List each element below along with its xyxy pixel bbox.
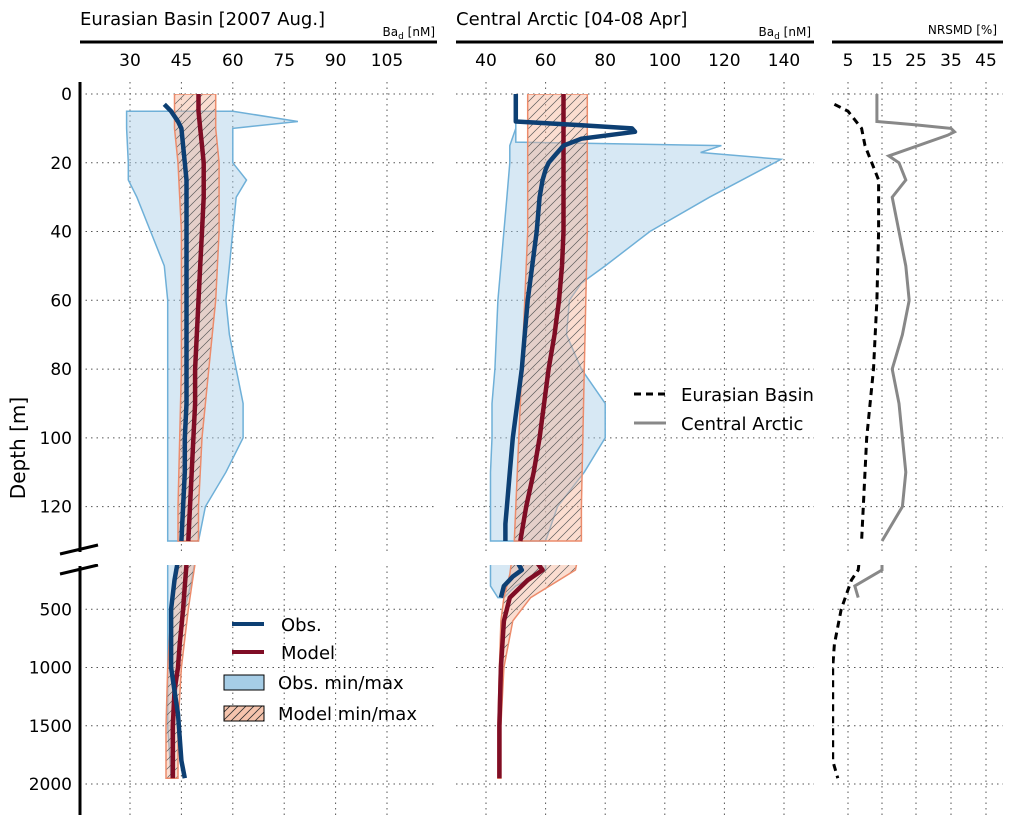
x-tick-label-nrsmd: 45 xyxy=(975,51,997,71)
legend-right: Eurasian Basin Central Arctic xyxy=(634,385,814,435)
x-tick-label-eurasian: 30 xyxy=(119,51,141,71)
unit-label-central: Bad [nM] xyxy=(759,25,811,42)
x-tick-label-central: 120 xyxy=(708,51,740,71)
unit-label-eurasian: Bad [nM] xyxy=(383,25,435,42)
model-line xyxy=(497,565,545,779)
panel-nrsmd-lower xyxy=(832,565,884,779)
x-tick-label-nrsmd: 35 xyxy=(940,51,962,71)
legend-model-label: Model xyxy=(281,643,335,664)
model-line xyxy=(170,565,189,779)
obs-line xyxy=(498,565,525,599)
legend-obs-label: Obs. xyxy=(281,615,322,636)
nrsmd-eurasian-line xyxy=(833,102,881,542)
nrsmd-central-line xyxy=(875,94,958,542)
legend-eurasian-label: Eurasian Basin xyxy=(681,385,814,406)
legend-obs-range-swatch xyxy=(223,674,265,691)
y-tick-label: 2000 xyxy=(29,775,72,795)
legend-left: Obs. Model Obs. min/max Model min/max xyxy=(223,615,417,725)
legend-model-range-swatch xyxy=(223,705,265,722)
model-line xyxy=(186,94,206,542)
y-tick-label: 80 xyxy=(50,360,72,380)
nrsmd-eurasian-line xyxy=(832,565,861,779)
x-tick-label-eurasian: 45 xyxy=(171,51,193,71)
x-tick-label-eurasian: 90 xyxy=(325,51,347,71)
y-tick-label: 60 xyxy=(50,291,72,311)
x-tick-label-central: 140 xyxy=(768,51,800,71)
nrsmd-central-line xyxy=(853,565,884,599)
x-tick-label-central: 40 xyxy=(475,51,497,71)
model-line xyxy=(518,94,566,542)
x-tick-label-eurasian: 105 xyxy=(371,51,403,71)
y-tick-label: 20 xyxy=(50,154,72,174)
y-tick-label: 500 xyxy=(40,600,72,620)
axis-break-gap xyxy=(82,552,1012,564)
panel-nrsmd-upper xyxy=(833,94,958,542)
data-layer xyxy=(125,94,958,779)
obs-line xyxy=(503,94,638,541)
x-tick-label-nrsmd: 5 xyxy=(843,51,854,71)
axis-break-mark xyxy=(59,563,99,576)
y-axis-label: Depth [m] xyxy=(6,397,30,499)
panel-central-upper xyxy=(489,94,784,542)
panel-eurasian-upper xyxy=(125,94,299,542)
obs-line xyxy=(168,565,188,779)
legend-model-range-label: Model min/max xyxy=(278,704,417,725)
legend-obs-range-label: Obs. min/max xyxy=(278,673,404,694)
y-tick-label: 120 xyxy=(40,498,72,518)
panel-central-lower xyxy=(489,565,578,779)
y-tick-label: 40 xyxy=(50,223,72,243)
x-tick-label-central: 80 xyxy=(594,51,616,71)
unit-label-nrsmd: NRSMD [%] xyxy=(928,23,997,37)
y-tick-label: 100 xyxy=(40,429,72,449)
y-tick-label: 1500 xyxy=(29,717,72,737)
y-tick-label: 0 xyxy=(61,85,72,105)
y-tick-label: 1000 xyxy=(29,659,72,679)
panel-title-central: Central Arctic [04-08 Apr] xyxy=(456,9,687,30)
x-tick-label-nrsmd: 15 xyxy=(871,51,893,71)
legend-central-label: Central Arctic xyxy=(681,414,803,435)
x-tick-label-nrsmd: 25 xyxy=(905,51,927,71)
obs-line xyxy=(162,102,189,542)
panel-eurasian-lower xyxy=(165,565,196,779)
x-tick-label-eurasian: 75 xyxy=(273,51,295,71)
panel-title-eurasian: Eurasian Basin [2007 Aug.] xyxy=(80,9,325,30)
axis-break-mark xyxy=(59,543,99,556)
x-tick-label-eurasian: 60 xyxy=(222,51,244,71)
grid-layer xyxy=(80,82,1003,815)
axes-layer: 30 45 60 75 90 105 40 60 80 100 120 140 5 15 25 35 45 0 20… xyxy=(29,40,1012,815)
x-tick-label-central: 60 xyxy=(535,51,557,71)
x-tick-label-central: 100 xyxy=(649,51,681,71)
